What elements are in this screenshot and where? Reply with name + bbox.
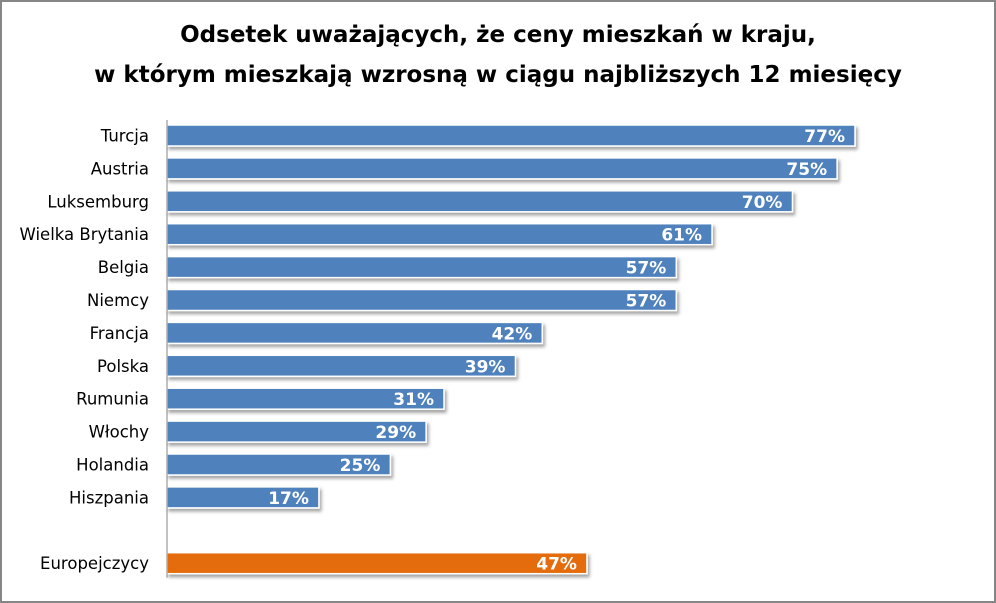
data-label: 57%	[626, 259, 667, 279]
bar	[166, 321, 544, 345]
data-label: 77%	[804, 127, 845, 147]
data-label: 42%	[492, 324, 533, 344]
category-label: Francja	[90, 324, 149, 343]
category-label: Rumunia	[76, 390, 149, 409]
bar	[166, 551, 588, 575]
data-label: 70%	[742, 193, 783, 213]
data-label: 57%	[626, 292, 667, 312]
category-label: Luksemburg	[47, 192, 149, 211]
data-label: 39%	[465, 357, 506, 377]
category-label: Austria	[91, 159, 149, 178]
bar	[166, 354, 517, 378]
data-label: 75%	[786, 160, 827, 180]
bar	[166, 288, 678, 312]
category-label: Włochy	[89, 423, 150, 442]
category-label: Niemcy	[87, 291, 149, 310]
data-label: 47%	[536, 555, 577, 575]
category-label: Hiszpania	[69, 488, 149, 507]
bar	[166, 190, 794, 213]
bar	[166, 255, 678, 279]
category-label: Polska	[97, 357, 149, 376]
data-label: 29%	[375, 423, 416, 443]
data-label: 31%	[393, 390, 434, 410]
category-label: Europejczycy	[40, 554, 149, 573]
category-label: Turcja	[100, 127, 149, 146]
data-label: 17%	[268, 489, 309, 509]
data-label: 25%	[340, 456, 381, 476]
data-label: 61%	[661, 226, 702, 246]
category-label: Belgia	[98, 258, 149, 277]
bar	[166, 124, 856, 147]
bar	[166, 222, 713, 246]
chart-title-line-2: w którym mieszkają wzrosną w ciągu najbl…	[94, 62, 902, 88]
category-label: Wielka Brytania	[20, 225, 150, 244]
category-label: Holandia	[76, 456, 149, 475]
chart-title-line-1: Odsetek uważających, że ceny mieszkań w …	[180, 22, 816, 48]
bar	[166, 157, 838, 180]
